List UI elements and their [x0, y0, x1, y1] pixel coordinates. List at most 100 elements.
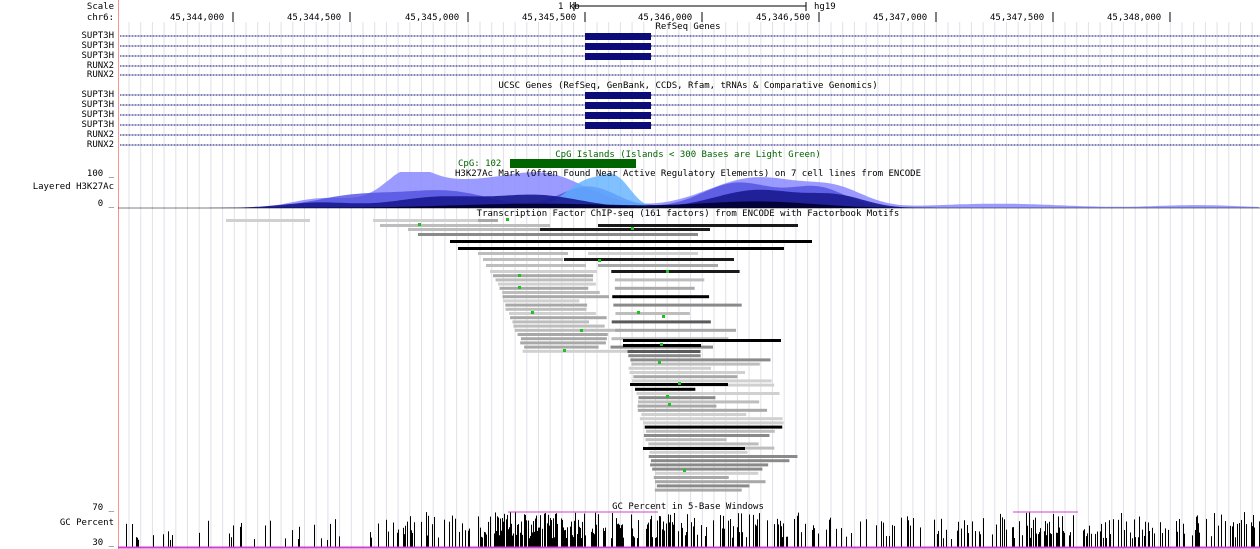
tf-cluster — [649, 450, 748, 454]
gc-bar — [941, 518, 942, 547]
gc-bar — [321, 538, 322, 547]
motif-dot — [418, 223, 421, 226]
gc-bar — [633, 536, 634, 547]
gc-bar — [398, 529, 399, 547]
gc-bar — [512, 535, 513, 547]
refseq-gene-label[interactable]: SUPT3H — [81, 41, 114, 51]
gc-bar — [682, 527, 683, 547]
gc-bar — [404, 534, 405, 547]
refseq-gene-label[interactable]: SUPT3H — [81, 31, 114, 41]
tf-cluster — [636, 392, 780, 395]
gc-bar — [299, 526, 300, 547]
h3k27ac-layer — [118, 201, 1260, 208]
gc-bar — [651, 515, 652, 547]
motif-dot — [662, 315, 665, 318]
chromosome-label: chr6: — [86, 13, 114, 23]
gc-bar — [753, 514, 754, 547]
gc-bar — [535, 518, 536, 547]
refseq-gene-label[interactable]: RUNX2 — [86, 70, 114, 80]
gc-bar — [581, 538, 582, 547]
tf-cluster — [497, 282, 596, 286]
motif-dot — [660, 343, 663, 346]
gc-bar — [652, 537, 653, 547]
gc-bar — [860, 521, 861, 547]
gc-bar — [426, 512, 427, 547]
gc-bar — [1062, 516, 1063, 547]
tf-cluster — [643, 434, 770, 437]
refseq-gene-label[interactable]: RUNX2 — [86, 61, 114, 71]
tf-cluster — [631, 362, 760, 366]
refseq-track-title[interactable]: RefSeq Genes — [655, 22, 721, 32]
h3k27ac-track-title[interactable]: H3K27Ac Mark (Often Found Near Active Re… — [455, 169, 921, 179]
gc-bar — [1232, 526, 1233, 547]
gc-bar — [659, 515, 660, 547]
gc-bar — [1103, 537, 1104, 547]
tf-cluster — [645, 429, 775, 433]
gc-bar — [1152, 527, 1153, 547]
gc-bar — [126, 523, 127, 547]
gc-bar — [723, 515, 724, 547]
gc-bar — [1097, 531, 1098, 547]
tf-cluster — [610, 345, 714, 349]
tfbs-track-title[interactable]: Transcription Factor ChIP-seq (161 facto… — [476, 209, 900, 219]
tf-cluster — [522, 349, 633, 353]
gc-bar — [957, 530, 958, 547]
ruler-position: 45,346,500 — [756, 13, 811, 23]
gc-bar — [468, 530, 469, 547]
ucsc-gene-label[interactable]: SUPT3H — [81, 120, 114, 130]
gene-exon — [585, 92, 651, 99]
gc-bar — [591, 531, 592, 547]
gc-bar — [518, 524, 519, 547]
gc-bar — [1050, 533, 1051, 547]
gc-bar — [524, 514, 525, 547]
ucsc-gene-label[interactable]: SUPT3H — [81, 100, 114, 110]
track-area[interactable]: 1 kb hg19 45,344,000 45,344,500 45,345,0… — [118, 0, 1260, 549]
gc-bar — [575, 512, 576, 547]
refseq-gene-label[interactable]: SUPT3H — [81, 51, 114, 61]
gc-bar — [1046, 535, 1047, 547]
gc-track-title[interactable]: GC Percent in 5-Base Windows — [612, 502, 764, 512]
ucsc-gene-label[interactable]: RUNX2 — [86, 130, 114, 140]
ucsc-gene-label[interactable]: SUPT3H — [81, 110, 114, 120]
gc-bar — [1053, 513, 1054, 547]
tracks-canvas[interactable] — [118, 0, 1260, 549]
gc-bar — [494, 533, 495, 547]
gc-bar — [561, 518, 562, 547]
gc-bar — [240, 526, 241, 547]
gc-bar — [428, 515, 429, 547]
gc-bar — [841, 528, 842, 547]
scale-bar-label: 1 kb — [558, 2, 580, 12]
tf-cluster — [493, 274, 594, 278]
ucsc-gene-label[interactable]: RUNX2 — [86, 140, 114, 150]
gc-bar — [755, 524, 756, 547]
h3k27ac-track-label[interactable]: Layered H3K27Ac — [32, 182, 114, 192]
gc-bar — [434, 516, 435, 547]
tf-cluster — [408, 228, 558, 231]
cpg-track-title[interactable]: CpG Islands (Islands < 300 Bases are Lig… — [555, 150, 821, 160]
gc-bar — [720, 515, 721, 547]
gc-bar — [598, 514, 599, 547]
gc-bar — [265, 525, 266, 547]
gc-bar — [705, 536, 706, 547]
tf-cluster — [627, 350, 701, 353]
tf-cluster — [478, 219, 498, 222]
gc-bar — [137, 537, 138, 547]
scale-label: Scale — [86, 2, 114, 12]
gc-bar — [757, 519, 758, 547]
gc-bar — [996, 524, 997, 547]
gc-bar — [638, 520, 639, 547]
gc-bar — [1029, 512, 1030, 547]
gc-bar — [1036, 533, 1037, 547]
ucsc-gene-label[interactable]: SUPT3H — [81, 90, 114, 100]
tf-cluster — [652, 467, 763, 471]
gc-bar — [572, 535, 573, 547]
gc-bar — [673, 524, 674, 547]
cpg-island-label[interactable]: CpG: 102 — [458, 159, 502, 169]
gc-bar — [1199, 532, 1200, 547]
gc-track-label[interactable]: GC Percent — [59, 518, 114, 528]
gc-bar — [1035, 517, 1036, 547]
gc-bar — [663, 521, 664, 547]
ucsc-track-title[interactable]: UCSC Genes (RefSeq, GenBank, CCDS, Rfam,… — [498, 81, 878, 91]
gc-bar — [1038, 534, 1039, 547]
